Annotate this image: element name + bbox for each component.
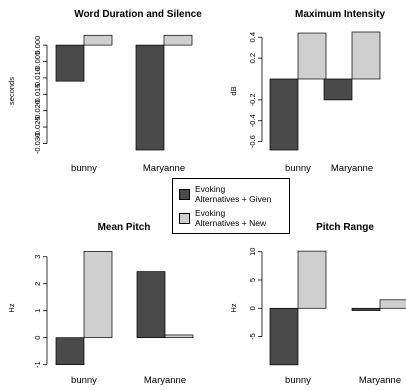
y-tick-label: 0.000 (33, 36, 42, 55)
bar-mean-pitch-bunny-new (83, 250, 113, 339)
category-label-bunny: bunny (71, 375, 97, 386)
y-tick-label: -0.005 (33, 51, 42, 72)
y-axis-label-duration: seconds (7, 77, 16, 105)
category-label-maryanne: Maryanne (143, 163, 185, 174)
y-tick-label: -0.015 (33, 84, 42, 105)
bar-pitch-range-bunny-new (297, 250, 327, 309)
chart-title-pitch-range: Pitch Range (316, 222, 374, 233)
legend-swatch-new (179, 213, 190, 224)
category-label-maryanne: Maryanne (359, 375, 401, 386)
chart-title-duration: Word Duration and Silence (74, 9, 202, 20)
bar-pitch-range-maryanne-given (351, 307, 381, 311)
y-tick-label: -5 (248, 333, 257, 340)
y-tick-label: -0.010 (33, 67, 42, 88)
y-tick-label: 10 (248, 248, 257, 256)
bar-duration-maryanne-new (163, 34, 193, 46)
bar-intensity-bunny-new (297, 32, 327, 80)
y-tick-label: 0.4 (248, 32, 257, 42)
y-tick-label: -1 (33, 361, 42, 368)
category-label-bunny: bunny (71, 163, 97, 174)
category-label-bunny: bunny (285, 163, 311, 174)
bar-intensity-maryanne-new (351, 31, 381, 80)
y-tick-label: -0.6 (248, 135, 257, 148)
legend-label-new-line1: Evoking (195, 208, 226, 218)
bar-duration-bunny-new (83, 34, 113, 46)
y-axis-label-mean-pitch: Hz (7, 303, 16, 312)
legend-label-given-line2: Alternatives + Given (195, 194, 272, 204)
y-tick-label: -0.2 (248, 93, 257, 106)
y-tick-label: 1 (33, 309, 42, 313)
y-axis-label-intensity: dB (229, 86, 238, 95)
legend-swatch-given (179, 189, 190, 200)
bar-duration-maryanne-given (135, 44, 165, 151)
bar-pitch-range-maryanne-new (379, 299, 406, 309)
y-tick-label: -0.025 (33, 116, 42, 137)
bar-intensity-bunny-given (269, 78, 299, 151)
category-label-maryanne: Maryanne (331, 163, 373, 174)
bar-mean-pitch-maryanne-given (136, 271, 166, 339)
category-label-bunny: bunny (285, 375, 311, 386)
y-tick-label: 0.2 (248, 53, 257, 63)
bar-intensity-maryanne-given (323, 78, 353, 101)
legend-label-new-line2: Alternatives + New (195, 218, 267, 228)
bar-duration-bunny-given (55, 44, 85, 82)
legend-label-given-line1: Evoking (195, 184, 226, 194)
y-tick-label: 5 (248, 278, 257, 282)
y-tick-label: 2 (33, 282, 42, 286)
y-axis-label-pitch-range: Hz (229, 303, 238, 312)
y-tick-label: 0 (248, 306, 257, 310)
y-tick-label: 3 (33, 255, 42, 259)
chart-title-intensity: Maximum Intensity (295, 9, 385, 20)
chart-title-mean-pitch: Mean Pitch (98, 222, 151, 233)
bar-pitch-range-bunny-given (269, 307, 299, 366)
legend: Evoking Alternatives + Given Evoking Alt… (172, 178, 290, 234)
y-tick-label: -0.030 (33, 133, 42, 154)
y-tick-label: -0.4 (248, 114, 257, 127)
y-tick-label: 0 (33, 336, 42, 340)
bar-mean-pitch-maryanne-new (164, 334, 194, 339)
y-tick-label: -0.020 (33, 100, 42, 121)
bar-mean-pitch-bunny-given (55, 337, 85, 366)
category-label-maryanne: Maryanne (144, 375, 186, 386)
